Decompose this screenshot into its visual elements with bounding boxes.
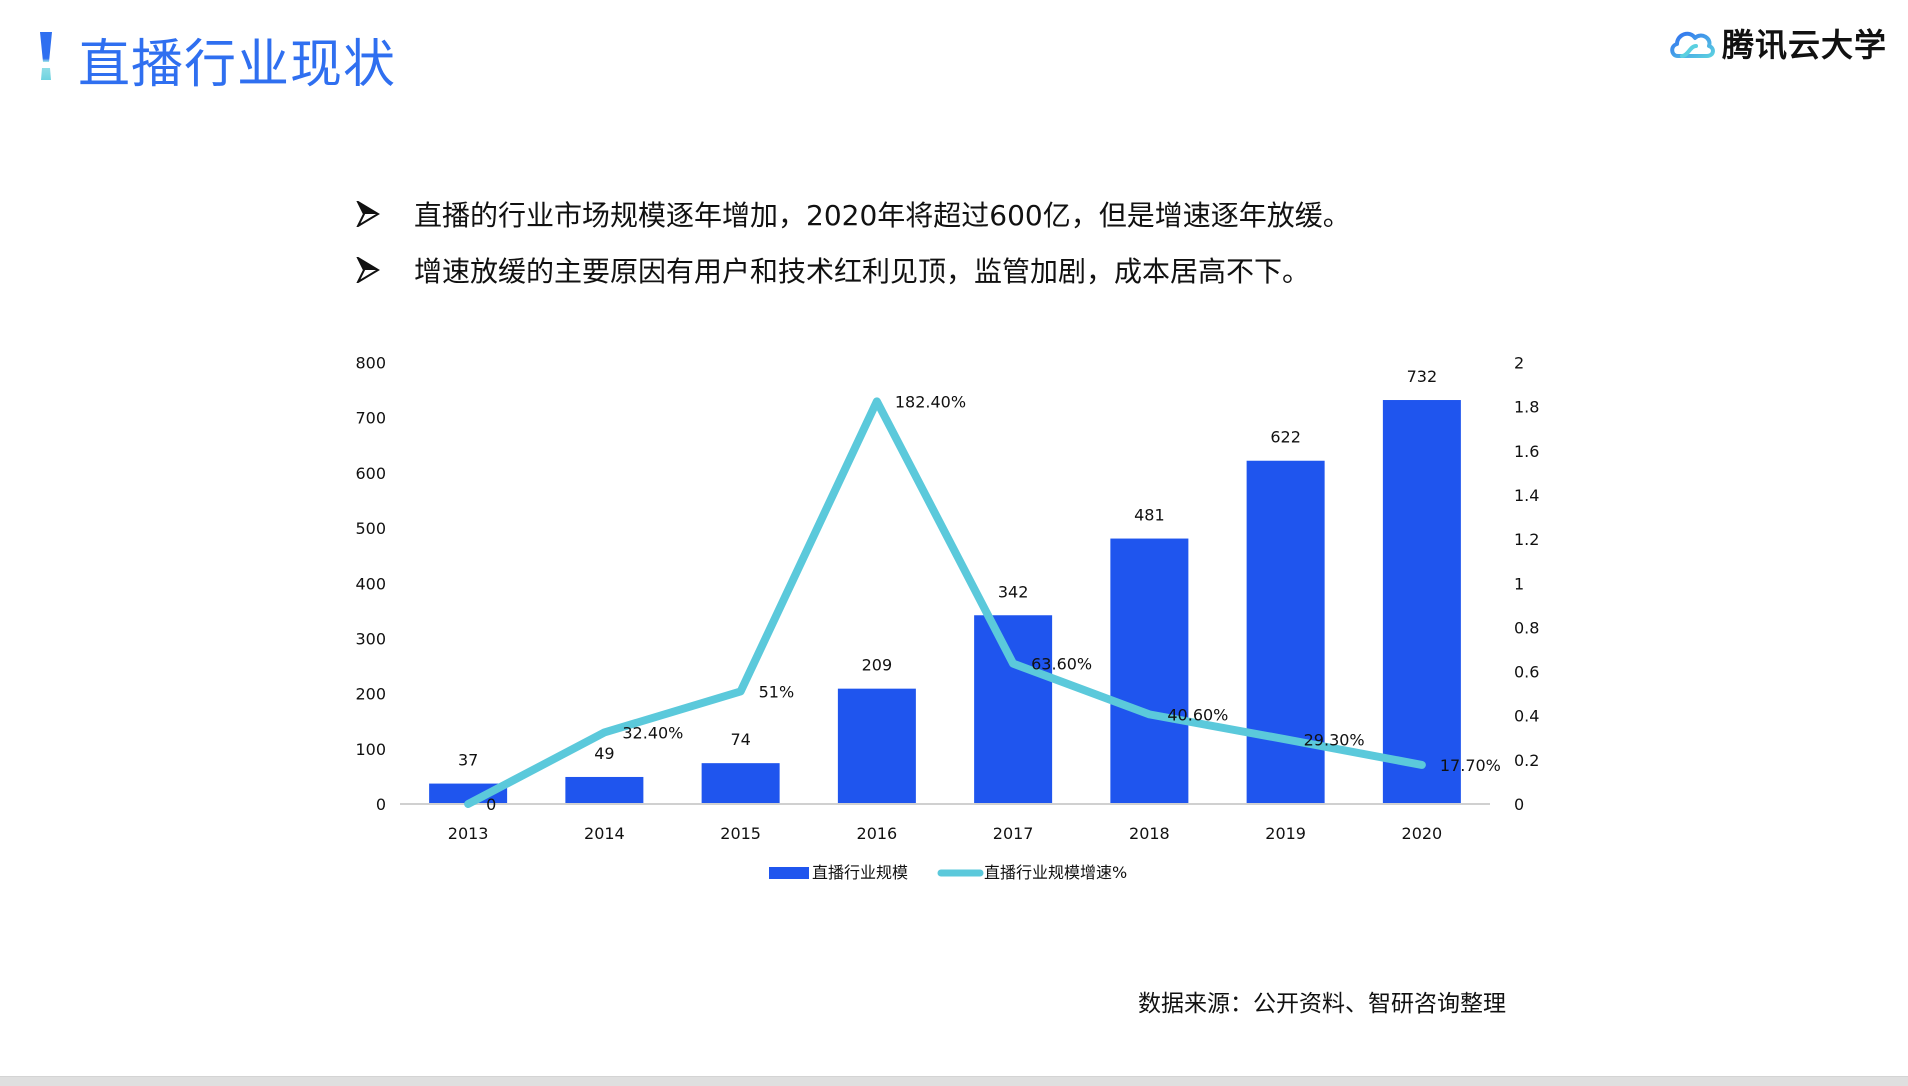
bar-series xyxy=(429,400,1461,804)
legend-line-label: 直播行业规模增速% xyxy=(984,863,1127,882)
chart-legend: 直播行业规模 直播行业规模增速% xyxy=(769,863,1127,882)
left-axis-tick: 200 xyxy=(355,685,386,704)
right-axis-tick: 1.2 xyxy=(1514,530,1539,549)
left-axis-tick: 0 xyxy=(376,795,386,814)
bar-value-label: 74 xyxy=(730,730,750,749)
x-axis-label: 2018 xyxy=(1129,824,1170,843)
line-value-label: 63.60% xyxy=(1031,655,1092,674)
right-axis-tick: 1.4 xyxy=(1514,486,1539,505)
x-axis-label: 2017 xyxy=(993,824,1034,843)
bar-value-label: 622 xyxy=(1270,428,1301,447)
bar xyxy=(1110,538,1189,804)
right-axis-tick: 2 xyxy=(1514,354,1524,373)
title-accent-mark-icon xyxy=(40,32,52,80)
bar xyxy=(1382,400,1461,804)
left-axis-tick: 800 xyxy=(355,354,386,373)
bullet-list: 直播的行业市场规模逐年增加，2020年将超过600亿，但是增速逐年放缓。 增速放… xyxy=(356,186,1351,298)
bar xyxy=(429,783,508,804)
line-value-label: 32.40% xyxy=(622,723,683,742)
x-axis-label: 2014 xyxy=(584,824,625,843)
arrowhead-bullet-icon xyxy=(356,201,390,227)
legend-bar-swatch xyxy=(769,867,809,879)
data-source-note: 数据来源：公开资料、智研咨询整理 xyxy=(1138,991,1506,1017)
x-axis-label: 2016 xyxy=(857,824,898,843)
cloud-logo-icon xyxy=(1670,31,1715,58)
line-value-label: 17.70% xyxy=(1440,756,1501,775)
x-axis-label: 2013 xyxy=(448,824,489,843)
left-axis-tick: 100 xyxy=(355,740,386,759)
bar-value-label: 481 xyxy=(1134,506,1165,525)
bar xyxy=(974,615,1053,804)
bullet-text: 增速放缓的主要原因有用户和技术红利见顶，监管加剧，成本居高不下。 xyxy=(414,255,1311,288)
bar-value-label: 342 xyxy=(998,582,1029,601)
bar xyxy=(565,776,644,804)
right-axis-tick: 0.6 xyxy=(1514,663,1539,682)
line-value-label: 40.60% xyxy=(1167,705,1228,724)
right-axis-tick: 1.6 xyxy=(1514,442,1539,461)
brand-logo: 腾讯云大学 xyxy=(1668,20,1887,66)
left-axis-tick: 500 xyxy=(355,519,386,538)
x-axis-labels: 2013 2014 2015 2016 2017 2018 2019 2020 xyxy=(448,824,1442,843)
left-axis-tick: 700 xyxy=(355,409,386,428)
line-value-label: 182.40% xyxy=(895,392,966,411)
x-axis-label: 2020 xyxy=(1402,824,1443,843)
left-axis-ticks: 0 100 200 300 400 500 600 700 800 xyxy=(355,354,386,815)
line-value-label: 51% xyxy=(759,682,795,701)
left-axis-tick: 600 xyxy=(355,464,386,483)
bar-value-label: 37 xyxy=(458,751,478,770)
line-value-labels: 0 32.40% 51% 182.40% 63.60% 40.60% 29.30% 17.70… xyxy=(486,392,1501,814)
right-axis-ticks: 0 0.2 0.4 0.6 0.8 1 1.2 1.4 1.6 1.8 2 xyxy=(1514,354,1539,815)
right-axis-tick: 0.4 xyxy=(1514,707,1539,726)
bar xyxy=(837,688,916,804)
bottom-band xyxy=(0,1076,1908,1086)
bullet-item: 增速放缓的主要原因有用户和技术红利见顶，监管加剧，成本居高不下。 xyxy=(356,242,1351,298)
bar xyxy=(701,763,780,804)
right-axis-tick: 1.8 xyxy=(1514,398,1539,417)
x-axis-label: 2015 xyxy=(720,824,761,843)
right-axis-tick: 1 xyxy=(1514,574,1524,593)
left-axis-tick: 300 xyxy=(355,629,386,648)
bar-value-label: 732 xyxy=(1407,367,1438,386)
right-axis-tick: 0.2 xyxy=(1514,751,1539,770)
right-axis-tick: 0.8 xyxy=(1514,618,1539,637)
legend-bar-label: 直播行业规模 xyxy=(812,863,908,882)
brand-name: 腾讯云大学 xyxy=(1722,26,1888,64)
bar xyxy=(1246,460,1325,804)
bar-value-label: 49 xyxy=(594,744,614,763)
bullet-item: 直播的行业市场规模逐年增加，2020年将超过600亿，但是增速逐年放缓。 xyxy=(356,186,1351,242)
line-value-label: 29.30% xyxy=(1304,730,1365,749)
left-axis-tick: 400 xyxy=(355,574,386,593)
page-title: 直播行业现状 xyxy=(78,35,397,95)
x-axis-label: 2019 xyxy=(1265,824,1306,843)
growth-line xyxy=(464,397,1426,808)
bullet-text: 直播的行业市场规模逐年增加，2020年将超过600亿，但是增速逐年放缓。 xyxy=(414,199,1351,232)
line-value-label: 0 xyxy=(486,795,496,814)
arrowhead-bullet-icon xyxy=(356,257,390,283)
right-axis-tick: 0 xyxy=(1514,795,1524,814)
bar-value-labels: 37 49 74 209 342 481 622 732 xyxy=(458,367,1437,770)
bar-value-label: 209 xyxy=(862,656,893,675)
